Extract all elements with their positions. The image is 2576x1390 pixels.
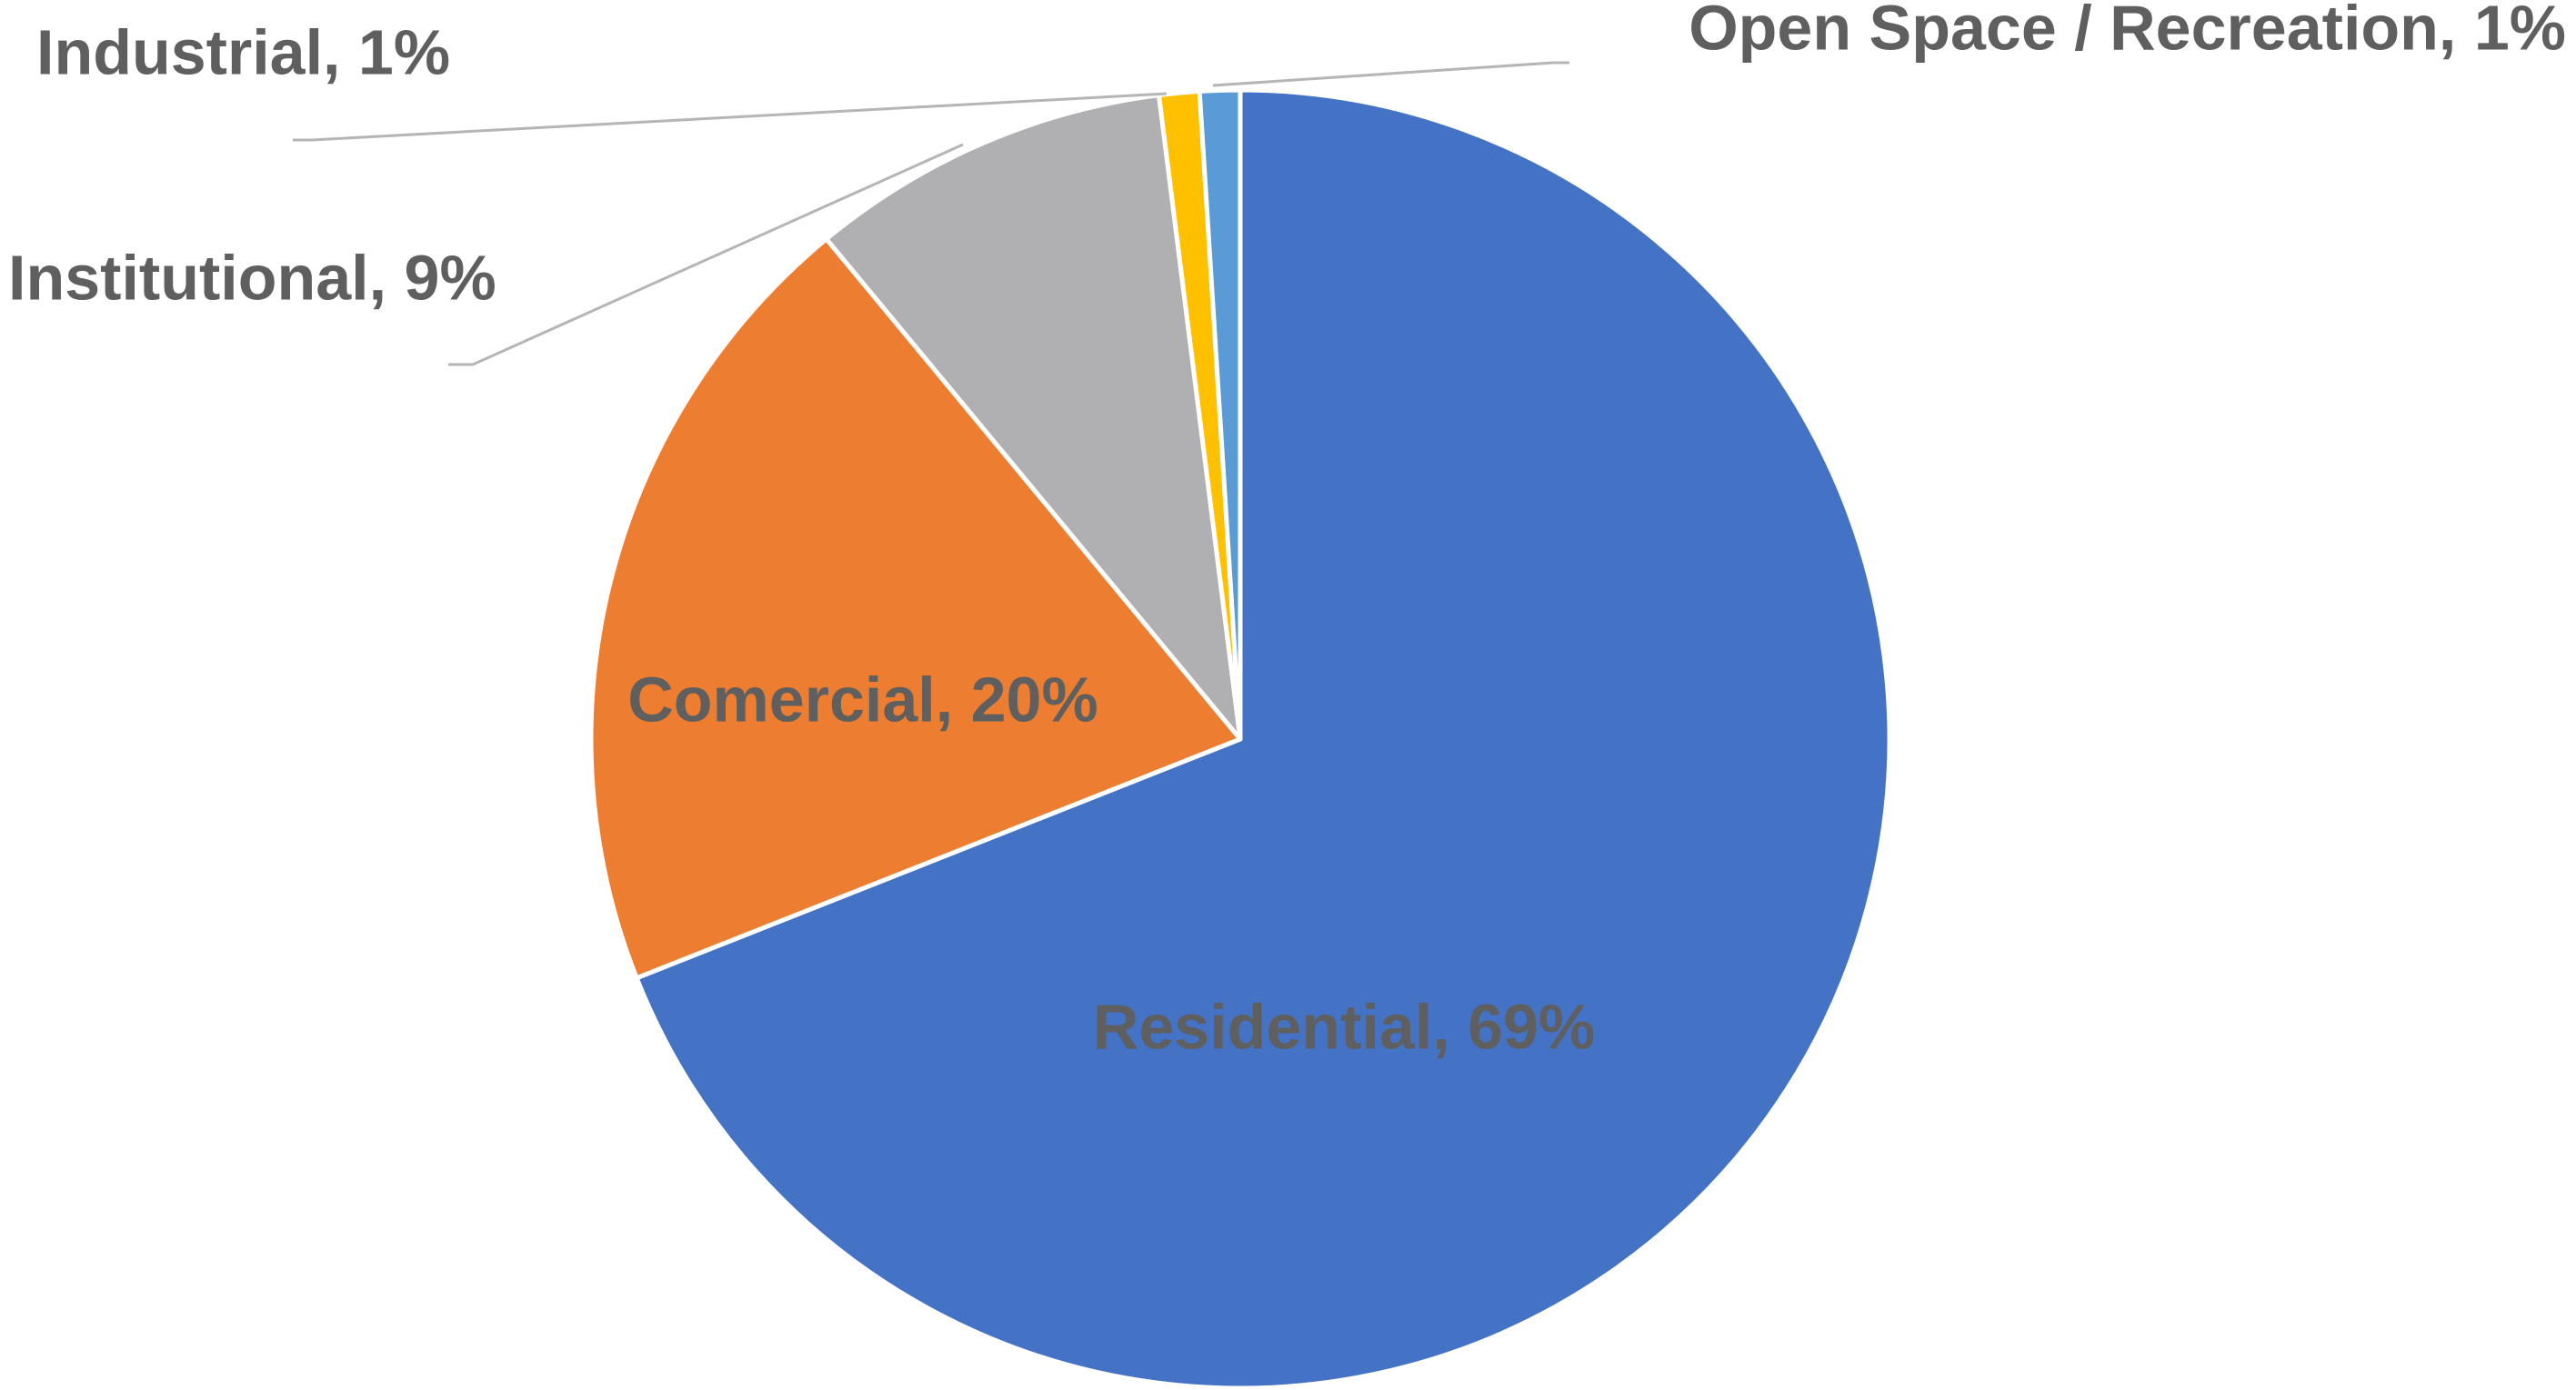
leader-line bbox=[448, 143, 964, 366]
data-label: Residential, 69% bbox=[1093, 991, 1595, 1062]
leader-line bbox=[293, 92, 1168, 142]
pie-slice bbox=[634, 87, 1892, 1390]
data-label: Comercial, 20% bbox=[627, 664, 1098, 735]
pie-slice bbox=[824, 93, 1243, 742]
slices bbox=[588, 87, 1892, 1390]
leader-line bbox=[1212, 61, 1569, 87]
data-label: Institutional, 9% bbox=[8, 242, 496, 313]
pie-slice bbox=[1197, 87, 1243, 742]
pie-slice bbox=[588, 236, 1243, 981]
data-label: Open Space / Recreation, 1% bbox=[1689, 0, 2566, 63]
data-label: Industrial, 1% bbox=[36, 16, 450, 87]
